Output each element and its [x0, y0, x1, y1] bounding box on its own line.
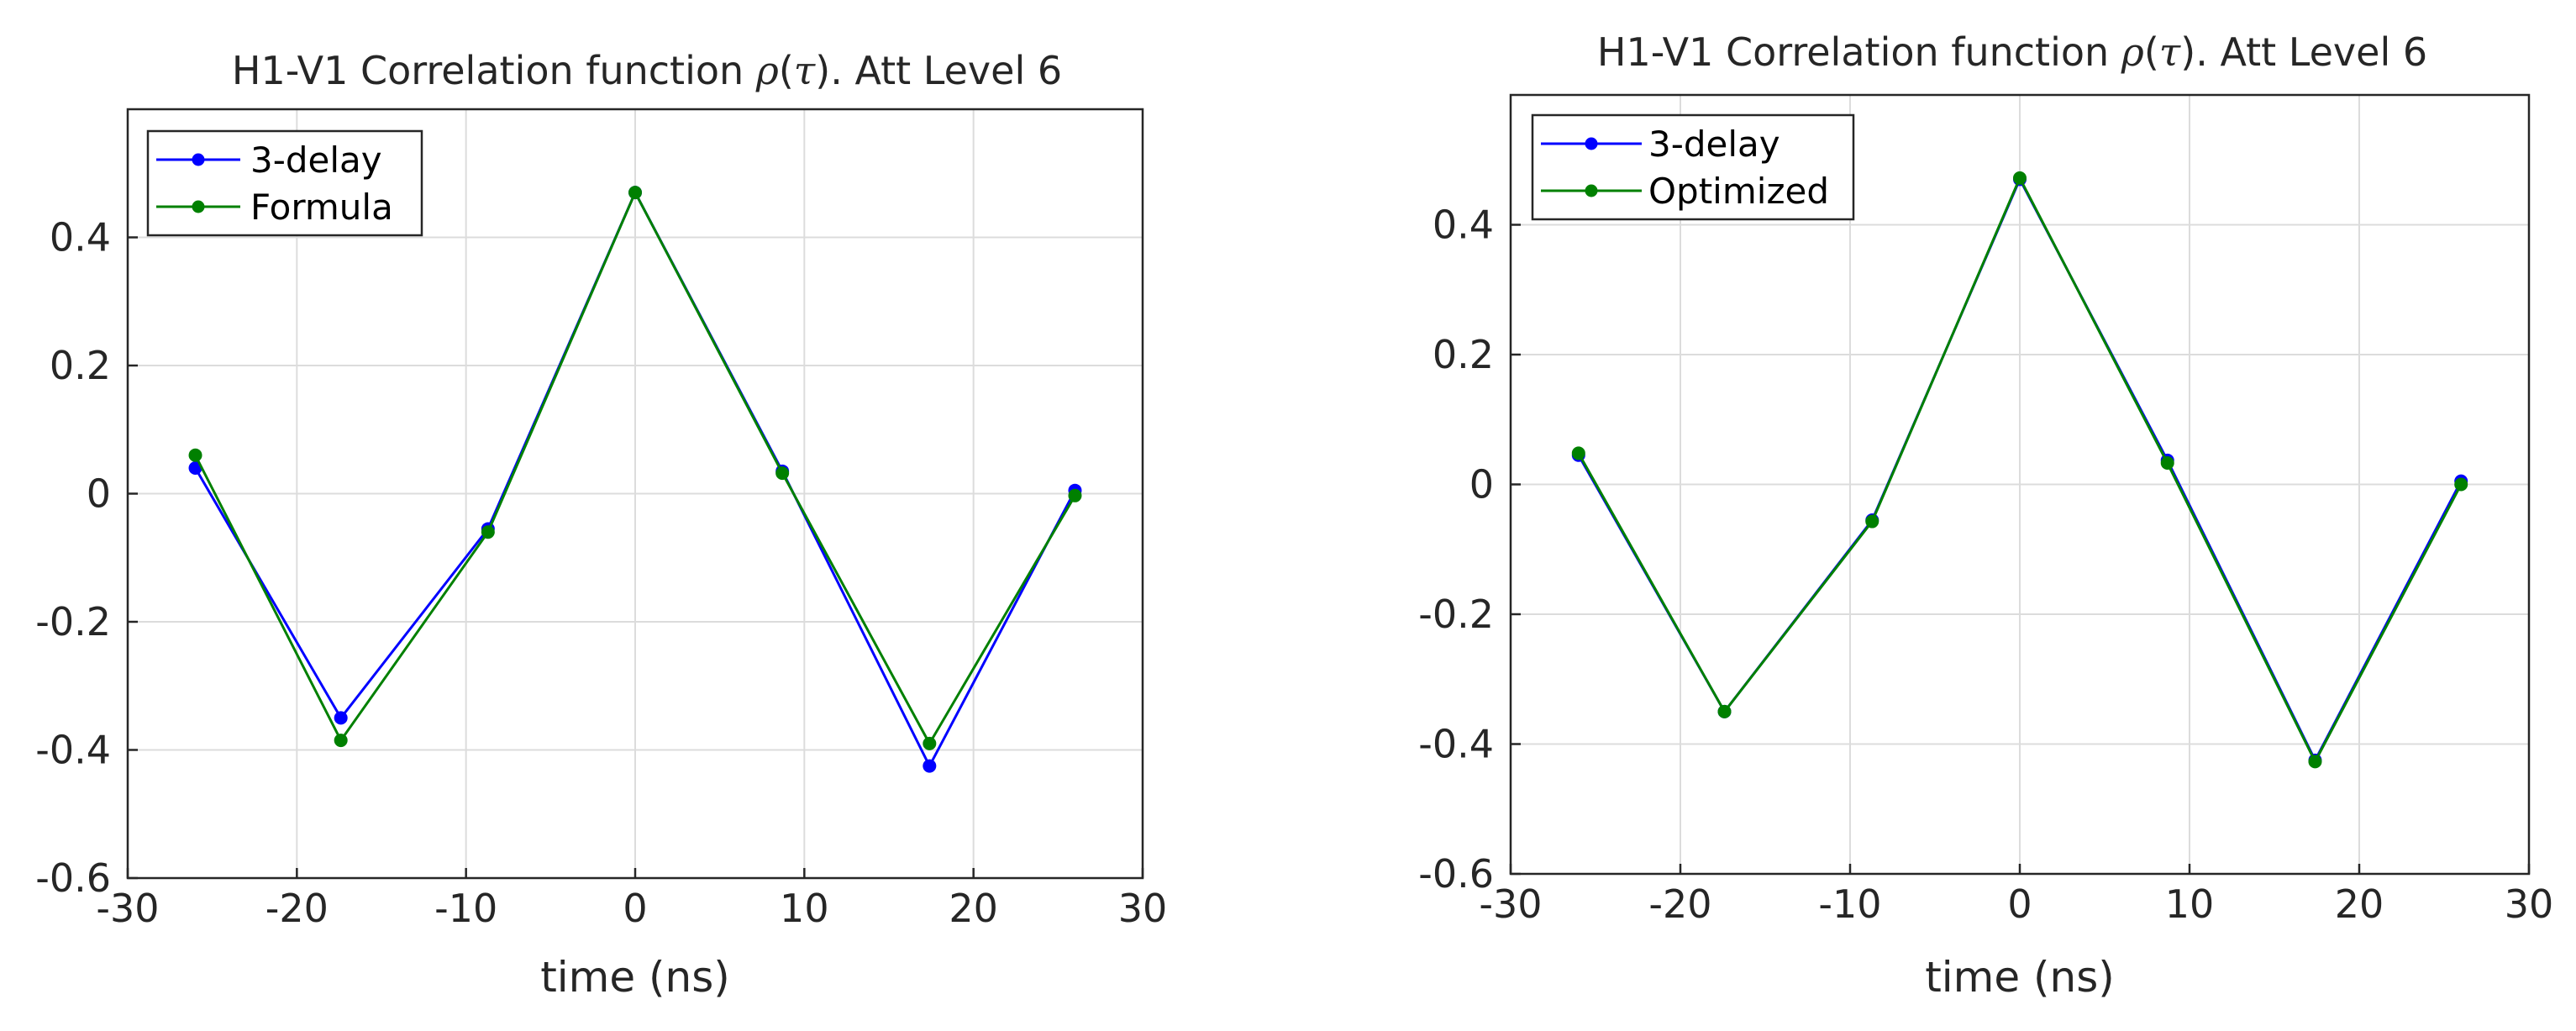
- right-y-tick-neg0p2: -0.2: [1418, 592, 1494, 637]
- right-x-tick-neg20: -20: [1648, 881, 1711, 927]
- right-legend-label-optimized: Optimized: [1648, 171, 1829, 212]
- left-x-tick-10: 10: [780, 886, 829, 931]
- left-x-tick-0: 0: [623, 886, 647, 931]
- right-y-tick-0: 0: [1469, 462, 1494, 508]
- left-x-tick-20: 20: [949, 886, 998, 931]
- right-chart-title: H1-V1 Correlation function ρ(τ). Att Lev…: [1597, 29, 2427, 75]
- right-point-optimized-5: [2308, 755, 2322, 769]
- right-subplot: H1-V1 Correlation function ρ(τ). Att Lev…: [1418, 29, 2553, 1002]
- right-data-series: [1571, 171, 2468, 769]
- right-x-tick-30: 30: [2505, 881, 2554, 927]
- left-chart-title: H1-V1 Correlation function ρ(τ). Att Lev…: [232, 48, 1062, 93]
- left-point-formula-3: [628, 186, 642, 200]
- left-y-tick-neg0p4: -0.4: [35, 728, 111, 773]
- left-axis-ticks: -30 -20 -10 0 10 20 30 -0.6 -0.4 -0.2 0 0.2 0.4: [35, 215, 1167, 932]
- left-legend-label-formula: Formula: [250, 187, 393, 228]
- right-x-tick-20: 20: [2335, 881, 2384, 927]
- right-y-tick-0p4: 0.4: [1433, 203, 1494, 248]
- left-point-formula-5: [923, 736, 937, 750]
- right-legend-marker-optimized: [1585, 184, 1598, 197]
- right-point-optimized-6: [2454, 477, 2468, 492]
- left-point-3-delay-1: [334, 711, 348, 725]
- left-axes-box: [126, 108, 1144, 880]
- right-point-optimized-3: [2013, 171, 2027, 185]
- right-y-tick-0p2: 0.2: [1433, 332, 1494, 377]
- right-point-optimized-4: [2160, 456, 2174, 471]
- left-x-tick-neg30: -30: [96, 886, 159, 931]
- left-legend-marker-3-delay: [192, 153, 205, 166]
- left-data-series: [188, 186, 1082, 773]
- left-x-axis-label: time (ns): [540, 953, 730, 1002]
- right-point-optimized-2: [1865, 514, 1879, 529]
- right-point-optimized-1: [1717, 704, 1732, 718]
- left-y-tick-0p4: 0.4: [50, 215, 111, 260]
- left-y-tick-neg0p6: -0.6: [35, 855, 111, 901]
- left-point-formula-0: [188, 448, 202, 462]
- left-subplot: H1-V1 Correlation function ρ(τ). Att Lev…: [35, 48, 1167, 1002]
- left-point-formula-6: [1068, 488, 1082, 502]
- left-y-tick-neg0p2: -0.2: [35, 599, 111, 644]
- right-legend: 3-delay Optimized: [1531, 113, 1855, 221]
- left-y-tick-0: 0: [87, 471, 111, 517]
- right-legend-label-3-delay: 3-delay: [1648, 124, 1780, 165]
- right-x-tick-neg30: -30: [1479, 881, 1542, 927]
- left-point-formula-1: [334, 734, 348, 748]
- right-x-tick-neg10: -10: [1818, 881, 1881, 927]
- left-legend-marker-formula: [192, 200, 205, 213]
- right-x-tick-0: 0: [2007, 881, 2032, 927]
- right-x-tick-10: 10: [2165, 881, 2215, 927]
- left-point-3-delay-5: [923, 759, 937, 773]
- right-axes-box: [1509, 93, 2531, 876]
- right-legend-box: [1531, 113, 1855, 221]
- right-y-tick-neg0p6: -0.6: [1418, 851, 1494, 897]
- right-point-optimized-0: [1571, 446, 1585, 460]
- left-legend-label-3-delay: 3-delay: [250, 139, 382, 181]
- left-point-formula-4: [775, 466, 790, 481]
- left-point-formula-2: [481, 525, 495, 539]
- right-legend-marker-3-delay: [1585, 137, 1598, 150]
- left-legend: 3-delay Formula: [146, 129, 423, 237]
- left-x-tick-neg10: -10: [434, 886, 497, 931]
- right-y-tick-neg0p4: -0.4: [1418, 722, 1494, 767]
- left-y-tick-0p2: 0.2: [50, 343, 111, 388]
- right-x-axis-label: time (ns): [1925, 953, 2115, 1002]
- left-legend-box: [146, 129, 423, 237]
- left-x-tick-neg20: -20: [265, 886, 329, 931]
- left-x-tick-30: 30: [1118, 886, 1168, 931]
